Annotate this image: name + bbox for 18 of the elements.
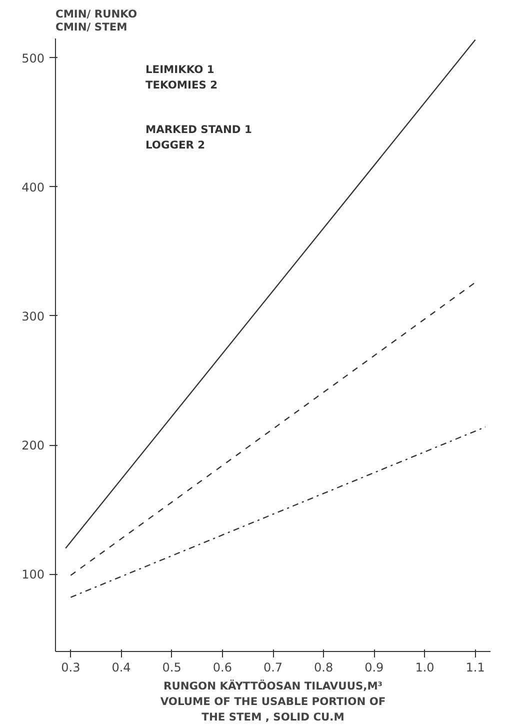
x-tick-label: 0.5: [162, 660, 182, 674]
y-tick-label: 100: [22, 568, 44, 582]
x-axis-title: RUNGON KÄYTTÖOSAN TILAVUUS,M³ VOLUME OF THE USABLE PORTION OF THE STEM , SOLID CU.M: [160, 680, 386, 724]
x-tick-label: 1.0: [415, 660, 434, 674]
x-tick-label: 0.8: [314, 660, 334, 674]
x-tick-label: 0.9: [364, 660, 384, 674]
y-tick-label: 500: [22, 51, 44, 66]
x-tick-label: 0.7: [263, 660, 283, 674]
x-tick-label: 0.3: [61, 660, 80, 674]
y-axis-title: CMIN/ RUNKO CMIN/ STEM: [56, 8, 138, 34]
y-tick-label: 300: [22, 309, 44, 324]
x-tick-label: 0.6: [212, 660, 232, 674]
x-tick-label: 0.4: [112, 660, 131, 674]
annotation: MARKED STAND 1 LOGGER 2: [146, 122, 252, 152]
y-tick-label: 400: [22, 180, 44, 194]
annotation: LEIMIKKO 1 TEKOMIES 2: [146, 62, 218, 92]
x-tick-label: 1.1: [466, 660, 485, 674]
y-tick-label: 200: [22, 438, 44, 453]
